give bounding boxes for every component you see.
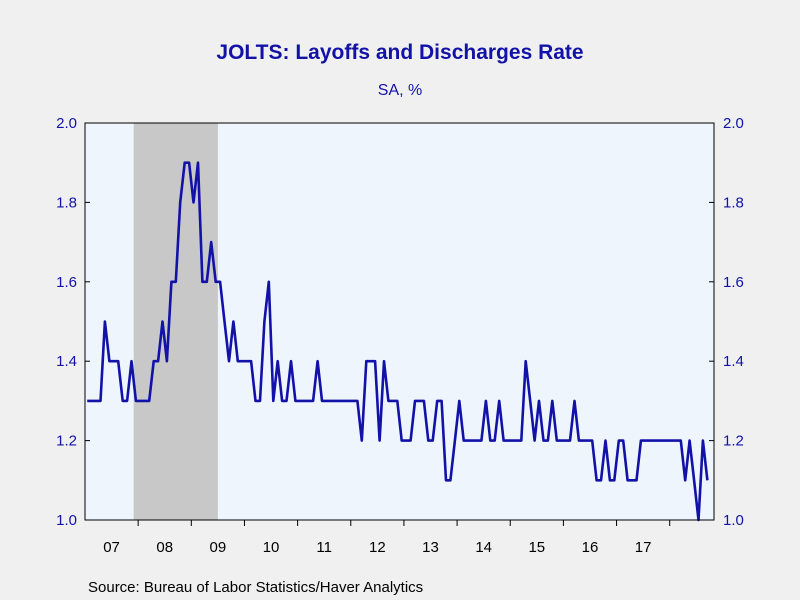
y-tick-label-left: 1.4	[56, 353, 77, 370]
y-tick-label-right: 1.4	[723, 353, 744, 370]
x-tick-label: 14	[475, 539, 492, 556]
chart-title: JOLTS: Layoffs and Discharges Rate	[216, 41, 583, 64]
y-tick-label-left: 1.0	[56, 512, 77, 529]
x-tick-label: 12	[369, 539, 386, 556]
x-tick-label: 16	[582, 539, 599, 556]
y-tick-label-right: 1.6	[723, 274, 744, 291]
y-tick-label-right: 2.0	[723, 115, 744, 132]
x-tick-label: 13	[422, 539, 439, 556]
y-tick-label-right: 1.0	[723, 512, 744, 529]
y-tick-label-right: 1.2	[723, 433, 744, 450]
x-tick-label: 09	[210, 539, 227, 556]
y-tick-label-left: 1.6	[56, 274, 77, 291]
x-tick-label: 08	[156, 539, 173, 556]
y-tick-label-left: 1.8	[56, 194, 77, 211]
x-tick-label: 17	[635, 539, 652, 556]
chart-subtitle: SA, %	[378, 82, 422, 99]
x-tick-label: 07	[103, 539, 120, 556]
x-tick-label: 11	[316, 539, 332, 556]
y-tick-label-left: 2.0	[56, 115, 77, 132]
source-note: Source: Bureau of Labor Statistics/Haver…	[88, 579, 423, 596]
y-tick-label-left: 1.2	[56, 433, 77, 450]
plot-frame	[84, 122, 715, 521]
recession-shading	[133, 123, 218, 520]
x-tick-label: 10	[263, 539, 280, 556]
y-tick-label-right: 1.8	[723, 194, 744, 211]
x-tick-label: 15	[528, 539, 545, 556]
series-line	[87, 161, 709, 522]
